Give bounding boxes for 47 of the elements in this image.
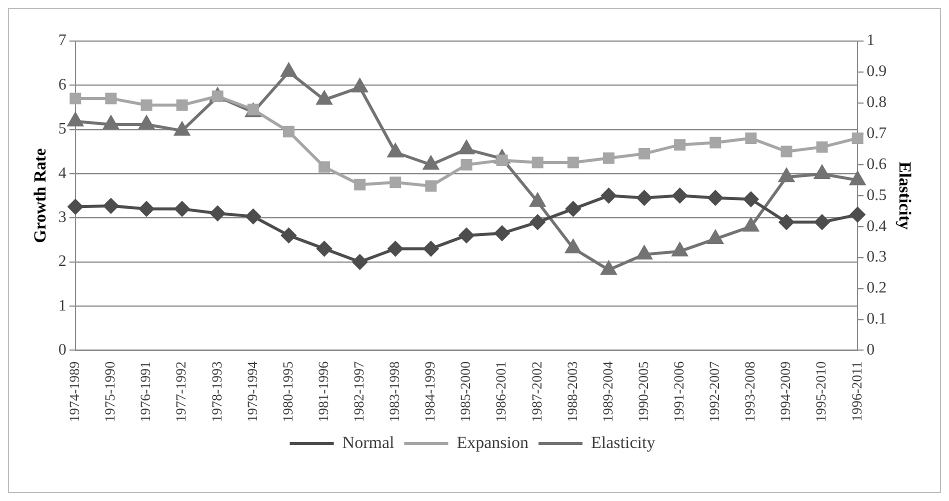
- x-tick-label: 1983-1998: [388, 361, 404, 422]
- x-tick-label: 1996-2011: [850, 361, 866, 422]
- legend-label: Normal: [342, 432, 395, 452]
- x-tick-label: 1974-1989: [68, 361, 84, 422]
- x-tick-label: 1975-1990: [104, 361, 119, 422]
- legend-label: Expansion: [456, 432, 529, 452]
- x-tick-label: 1986-2001: [494, 361, 510, 422]
- x-tick-label: 1995-2010: [814, 361, 830, 422]
- y-axis-title: Growth Rate: [30, 148, 50, 243]
- y-tick-label: 0: [58, 342, 66, 359]
- x-tick-label: 1980-1995: [281, 361, 296, 422]
- x-tick-label: 1977-1992: [174, 361, 190, 422]
- y2-tick-label: 1: [866, 32, 875, 50]
- y2-tick-label: 0.9: [866, 63, 887, 80]
- x-tick-label: 1984-1999: [424, 361, 439, 422]
- y-tick-label: 1: [58, 297, 66, 314]
- y-tick-label: 7: [58, 32, 66, 50]
- x-tick-label: 1993-2008: [744, 361, 759, 422]
- x-tick-label: 1978-1993: [210, 361, 226, 422]
- y2-tick-label: 0: [866, 342, 875, 359]
- x-tick-label: 1985-2000: [459, 361, 474, 422]
- y2-axis-title: Elasticity: [895, 162, 914, 230]
- y-tick-label: 4: [58, 164, 66, 182]
- y2-tick-label: 0.8: [866, 94, 887, 112]
- legend-label: Elasticity: [590, 432, 656, 452]
- y2-tick-label: 0.3: [866, 248, 887, 266]
- x-tick-label: 1979-1994: [246, 361, 261, 422]
- x-tick-label: 1990-2005: [636, 361, 652, 422]
- x-tick-label: 1989-2004: [601, 361, 616, 422]
- y2-tick-label: 0.2: [866, 280, 887, 297]
- y-tick-label: 3: [58, 208, 66, 226]
- x-tick-label: 1981-1996: [316, 361, 332, 422]
- x-tick-label: 1976-1991: [139, 361, 154, 422]
- y2-tick-label: 0.1: [866, 310, 887, 328]
- y2-tick-label: 0.5: [866, 186, 887, 204]
- y2-tick-label: 0.7: [866, 125, 887, 142]
- x-tick-label: 1994-2009: [779, 361, 794, 422]
- x-tick-label: 1991-2006: [672, 361, 688, 422]
- x-tick-label: 1992-2007: [708, 361, 724, 422]
- y2-tick-label: 0.6: [866, 156, 887, 173]
- y-tick-label: 6: [58, 76, 66, 94]
- x-tick-label: 1987-2002: [530, 361, 546, 422]
- x-tick-label: 1982-1997: [352, 361, 368, 422]
- x-tick-label: 1988-2003: [566, 361, 581, 422]
- y-tick-label: 5: [58, 120, 66, 138]
- y-tick-label: 2: [58, 253, 66, 270]
- y2-tick-label: 0.4: [866, 218, 887, 235]
